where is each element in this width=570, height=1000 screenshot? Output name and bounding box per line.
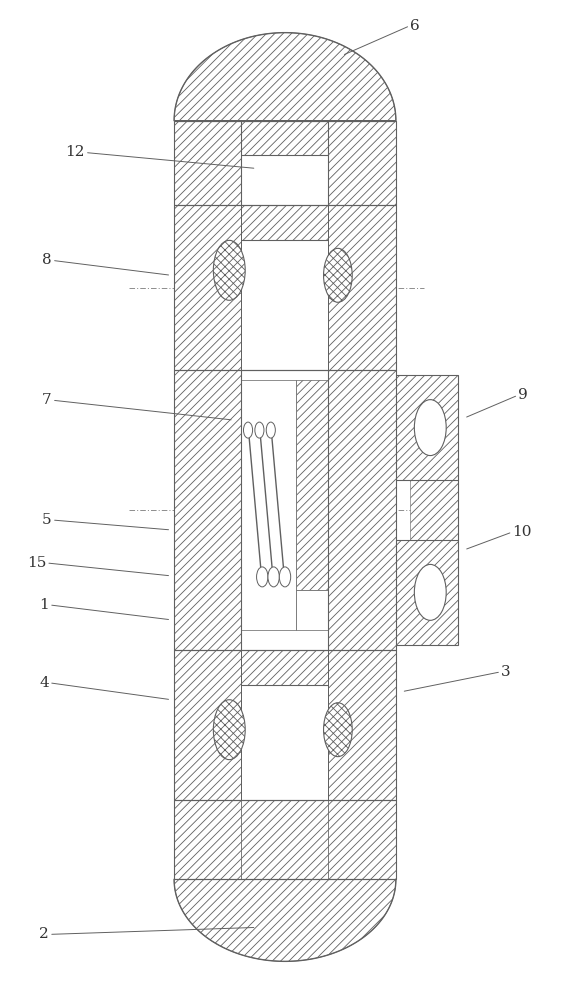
Ellipse shape	[213, 240, 245, 300]
Bar	[328, 205, 396, 370]
Bar	[241, 380, 296, 630]
Text: 10: 10	[512, 525, 532, 539]
Bar	[223, 248, 241, 293]
Circle shape	[255, 422, 264, 438]
Polygon shape	[174, 33, 396, 121]
Bar	[241, 240, 328, 370]
Circle shape	[414, 400, 446, 456]
Bar	[174, 121, 241, 205]
Bar	[174, 205, 241, 370]
Bar	[396, 540, 458, 645]
Polygon shape	[174, 879, 396, 961]
Circle shape	[266, 422, 275, 438]
Bar	[241, 121, 328, 155]
Bar	[241, 205, 328, 240]
Bar	[241, 800, 328, 879]
Bar	[241, 685, 328, 800]
Circle shape	[243, 422, 253, 438]
Bar	[296, 380, 328, 590]
Circle shape	[256, 567, 268, 587]
Bar	[328, 370, 396, 650]
Bar	[296, 590, 328, 630]
Text: 12: 12	[66, 145, 85, 159]
Text: 7: 7	[42, 393, 52, 407]
Text: 9: 9	[518, 388, 528, 402]
Text: 4: 4	[39, 676, 49, 690]
Circle shape	[268, 567, 279, 587]
Circle shape	[414, 564, 446, 620]
Text: 2: 2	[39, 927, 49, 941]
Text: 5: 5	[42, 513, 52, 527]
Bar	[241, 650, 328, 685]
Bar	[174, 650, 241, 800]
Text: 15: 15	[27, 556, 46, 570]
Bar	[174, 800, 241, 879]
Bar	[328, 650, 396, 800]
Ellipse shape	[324, 248, 352, 302]
Bar	[328, 121, 396, 205]
Bar	[328, 800, 396, 879]
Bar	[223, 707, 241, 752]
Text: 3: 3	[501, 665, 511, 679]
Bar	[410, 480, 458, 540]
Circle shape	[279, 567, 291, 587]
Bar	[396, 375, 458, 480]
Bar	[328, 707, 345, 752]
Bar	[174, 370, 241, 650]
Text: 8: 8	[42, 253, 52, 267]
Text: 6: 6	[410, 19, 420, 33]
Ellipse shape	[324, 703, 352, 757]
Text: 1: 1	[39, 598, 49, 612]
Ellipse shape	[213, 700, 245, 760]
Bar	[328, 253, 345, 298]
Bar	[241, 155, 328, 205]
